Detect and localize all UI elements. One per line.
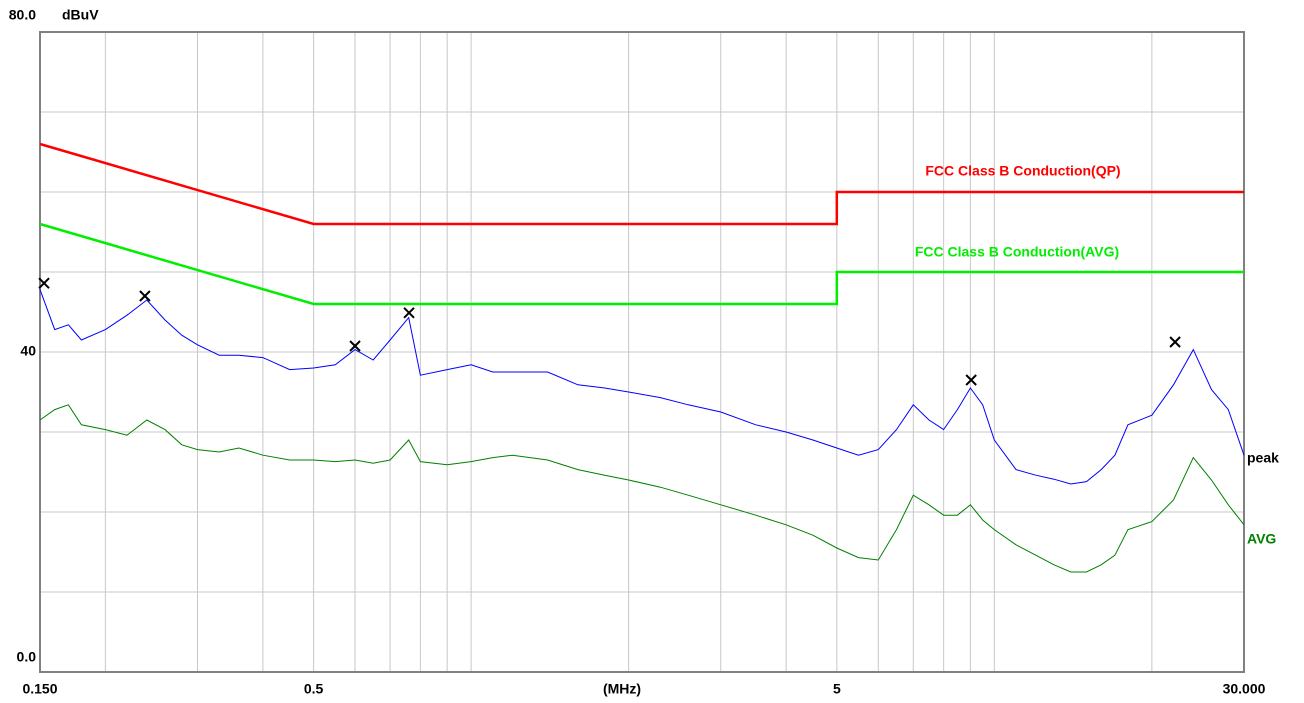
peak-marker [403,307,415,319]
series-label: FCC Class B Conduction(AVG) [915,244,1119,260]
plot-border [39,31,1245,673]
y-tick-label: 40 [20,343,36,359]
peak-marker [349,340,361,352]
x-tick-label: 0.150 [22,681,57,697]
series-label: AVG [1247,531,1276,547]
x-axis-label: (MHz) [603,681,641,697]
peak-marker [1169,336,1181,348]
series-label: FCC Class B Conduction(QP) [925,163,1120,179]
series-line [39,404,1245,573]
series-line [39,289,1245,485]
y-tick-label: 80.0 [9,7,36,23]
y-unit: dBuV [62,7,99,23]
y-tick-label: 0.0 [17,649,37,665]
series-label: peak [1247,450,1279,466]
peak-marker [139,290,151,302]
x-tick-label: 30.000 [1223,681,1266,697]
peak-marker [38,277,50,289]
series-line [39,222,1244,306]
x-tick-label: 0.5 [304,681,324,697]
series-line [39,142,1244,226]
peak-marker [965,374,977,386]
x-tick-label: 5 [833,681,841,697]
